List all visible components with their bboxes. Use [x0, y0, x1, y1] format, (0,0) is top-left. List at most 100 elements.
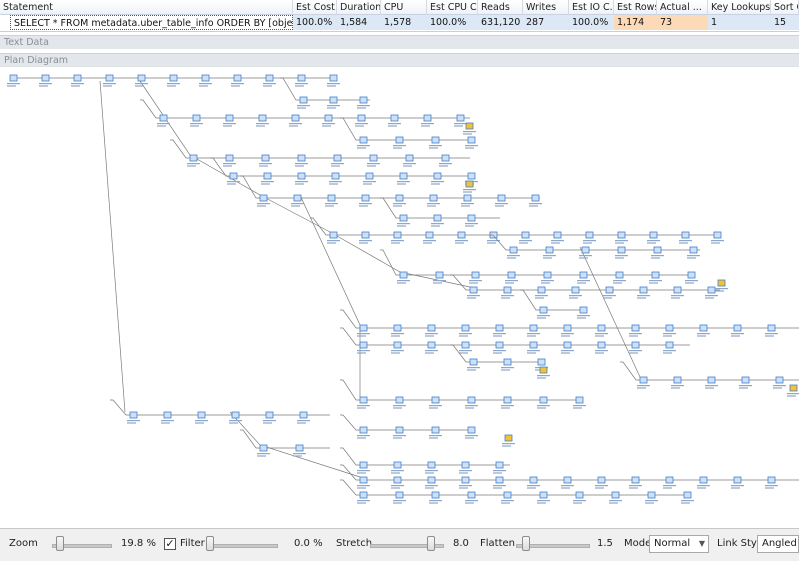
plan-operator-node[interactable]: [427, 194, 440, 207]
plan-operator-node[interactable]: [439, 154, 452, 167]
plan-operator-node[interactable]: [357, 96, 370, 109]
plan-operator-node[interactable]: [391, 324, 404, 337]
plan-operator-node[interactable]: [454, 114, 467, 127]
col-header-statement[interactable]: Statement: [0, 0, 293, 15]
plan-operator-node[interactable]: [391, 476, 404, 489]
plan-operator-node[interactable]: [527, 476, 540, 489]
plan-operator-node[interactable]: [421, 114, 434, 127]
plan-operator-node[interactable]: [577, 271, 590, 284]
plan-operator-node[interactable]: [465, 214, 478, 227]
plan-operator-node[interactable]: [529, 194, 542, 207]
plan-operator-node[interactable]: [263, 74, 276, 87]
stretch-slider-track[interactable]: [370, 544, 444, 548]
zoom-slider-thumb[interactable]: [56, 536, 64, 551]
plan-operator-node[interactable]: [363, 172, 376, 185]
plan-operator-node[interactable]: [423, 231, 436, 244]
col-header-est-cpu-cost[interactable]: Est CPU C...: [427, 0, 478, 15]
row-cpu[interactable]: 1,578: [381, 15, 427, 30]
plan-operator-node[interactable]: [190, 114, 203, 127]
plan-operator-node[interactable]: [681, 491, 694, 504]
plan-operator-node[interactable]: [393, 396, 406, 409]
plan-operator-node[interactable]: [615, 231, 628, 244]
plan-operator-node[interactable]: [469, 271, 482, 284]
filter-slider-track[interactable]: [206, 544, 278, 548]
col-header-duration[interactable]: Duration: [337, 0, 381, 15]
plan-operator-node[interactable]: [613, 271, 626, 284]
plan-operator-node[interactable]: [685, 271, 698, 284]
plan-operator-node[interactable]: [527, 324, 540, 337]
plan-operator-node[interactable]: [487, 231, 500, 244]
plan-operator-node[interactable]: [583, 231, 596, 244]
plan-operator-node[interactable]: [739, 376, 752, 389]
flatten-slider-track[interactable]: [516, 544, 590, 548]
plan-operator-node[interactable]: [579, 246, 592, 259]
plan-operator-node[interactable]: [259, 154, 272, 167]
plan-operator-node[interactable]: [257, 194, 270, 207]
plan-operator-node[interactable]: [397, 172, 410, 185]
plan-operator-node[interactable]: [431, 172, 444, 185]
plan-operator-node[interactable]: [649, 271, 662, 284]
col-header-cpu[interactable]: CPU: [381, 0, 427, 15]
plan-operator-node[interactable]: [327, 96, 340, 109]
plan-operator-node[interactable]: [527, 341, 540, 354]
plan-operator-node[interactable]: [537, 491, 550, 504]
plan-operator-node[interactable]: [501, 396, 514, 409]
plan-operator-node[interactable]: [647, 231, 660, 244]
plan-operator-node[interactable]: [327, 231, 340, 244]
plan-operator-node[interactable]: [127, 411, 140, 424]
plan-operator-node[interactable]: [537, 306, 550, 319]
plan-operator-node[interactable]: [595, 341, 608, 354]
plan-operator-node[interactable]: [331, 154, 344, 167]
plan-operator-node-warning[interactable]: [537, 366, 550, 379]
plan-operator-node[interactable]: [297, 411, 310, 424]
zoom-slider-track[interactable]: [52, 544, 112, 548]
plan-operator-node[interactable]: [459, 476, 472, 489]
plan-operator-node[interactable]: [425, 341, 438, 354]
col-header-actual-rows[interactable]: Actual ...: [657, 0, 708, 15]
plan-operator-node[interactable]: [257, 444, 270, 457]
plan-operator-node[interactable]: [467, 286, 480, 299]
plan-operator-node[interactable]: [103, 74, 116, 87]
plan-operator-node[interactable]: [355, 114, 368, 127]
row-writes[interactable]: 287: [523, 15, 569, 30]
plan-operator-node[interactable]: [231, 74, 244, 87]
plan-operator-node[interactable]: [467, 358, 480, 371]
plan-operator-node[interactable]: [519, 231, 532, 244]
row-est-io-cost[interactable]: 100.0%: [569, 15, 614, 30]
plan-operator-node[interactable]: [561, 324, 574, 337]
plan-operator-node[interactable]: [765, 324, 778, 337]
plan-operator-node[interactable]: [465, 136, 478, 149]
plan-operator-node[interactable]: [541, 271, 554, 284]
plan-operator-node-warning[interactable]: [787, 384, 799, 397]
plan-operator-node[interactable]: [261, 172, 274, 185]
plan-operator-node[interactable]: [397, 214, 410, 227]
col-header-sort-operations[interactable]: Sort O: [771, 0, 799, 15]
plan-operator-node[interactable]: [671, 376, 684, 389]
plan-operator-node[interactable]: [663, 341, 676, 354]
plan-operator-node[interactable]: [229, 411, 242, 424]
plan-operator-node[interactable]: [357, 136, 370, 149]
col-header-writes[interactable]: Writes: [523, 0, 569, 15]
plan-operator-node[interactable]: [637, 376, 650, 389]
plan-operator-node[interactable]: [359, 231, 372, 244]
row-est-cpu-cost[interactable]: 100.0%: [427, 15, 478, 30]
plan-operator-node[interactable]: [595, 476, 608, 489]
plan-operator-node[interactable]: [357, 341, 370, 354]
plan-operator-node[interactable]: [256, 114, 269, 127]
stretch-slider-thumb[interactable]: [427, 536, 435, 551]
plan-operator-node[interactable]: [327, 74, 340, 87]
section-text-data[interactable]: Text Data: [0, 35, 799, 49]
plan-operator-node[interactable]: [679, 231, 692, 244]
row-est-rows[interactable]: 1,174: [614, 15, 657, 30]
link-style-dropdown[interactable]: Angled: [757, 535, 799, 553]
plan-operator-node[interactable]: [429, 491, 442, 504]
plan-operator-node[interactable]: [295, 74, 308, 87]
plan-operator-node[interactable]: [429, 426, 442, 439]
plan-operator-node[interactable]: [393, 136, 406, 149]
plan-operator-node[interactable]: [459, 461, 472, 474]
plan-operator-node[interactable]: [157, 114, 170, 127]
plan-operator-node[interactable]: [357, 476, 370, 489]
plan-operator-node[interactable]: [289, 114, 302, 127]
plan-operator-node[interactable]: [493, 341, 506, 354]
plan-operator-node[interactable]: [537, 396, 550, 409]
